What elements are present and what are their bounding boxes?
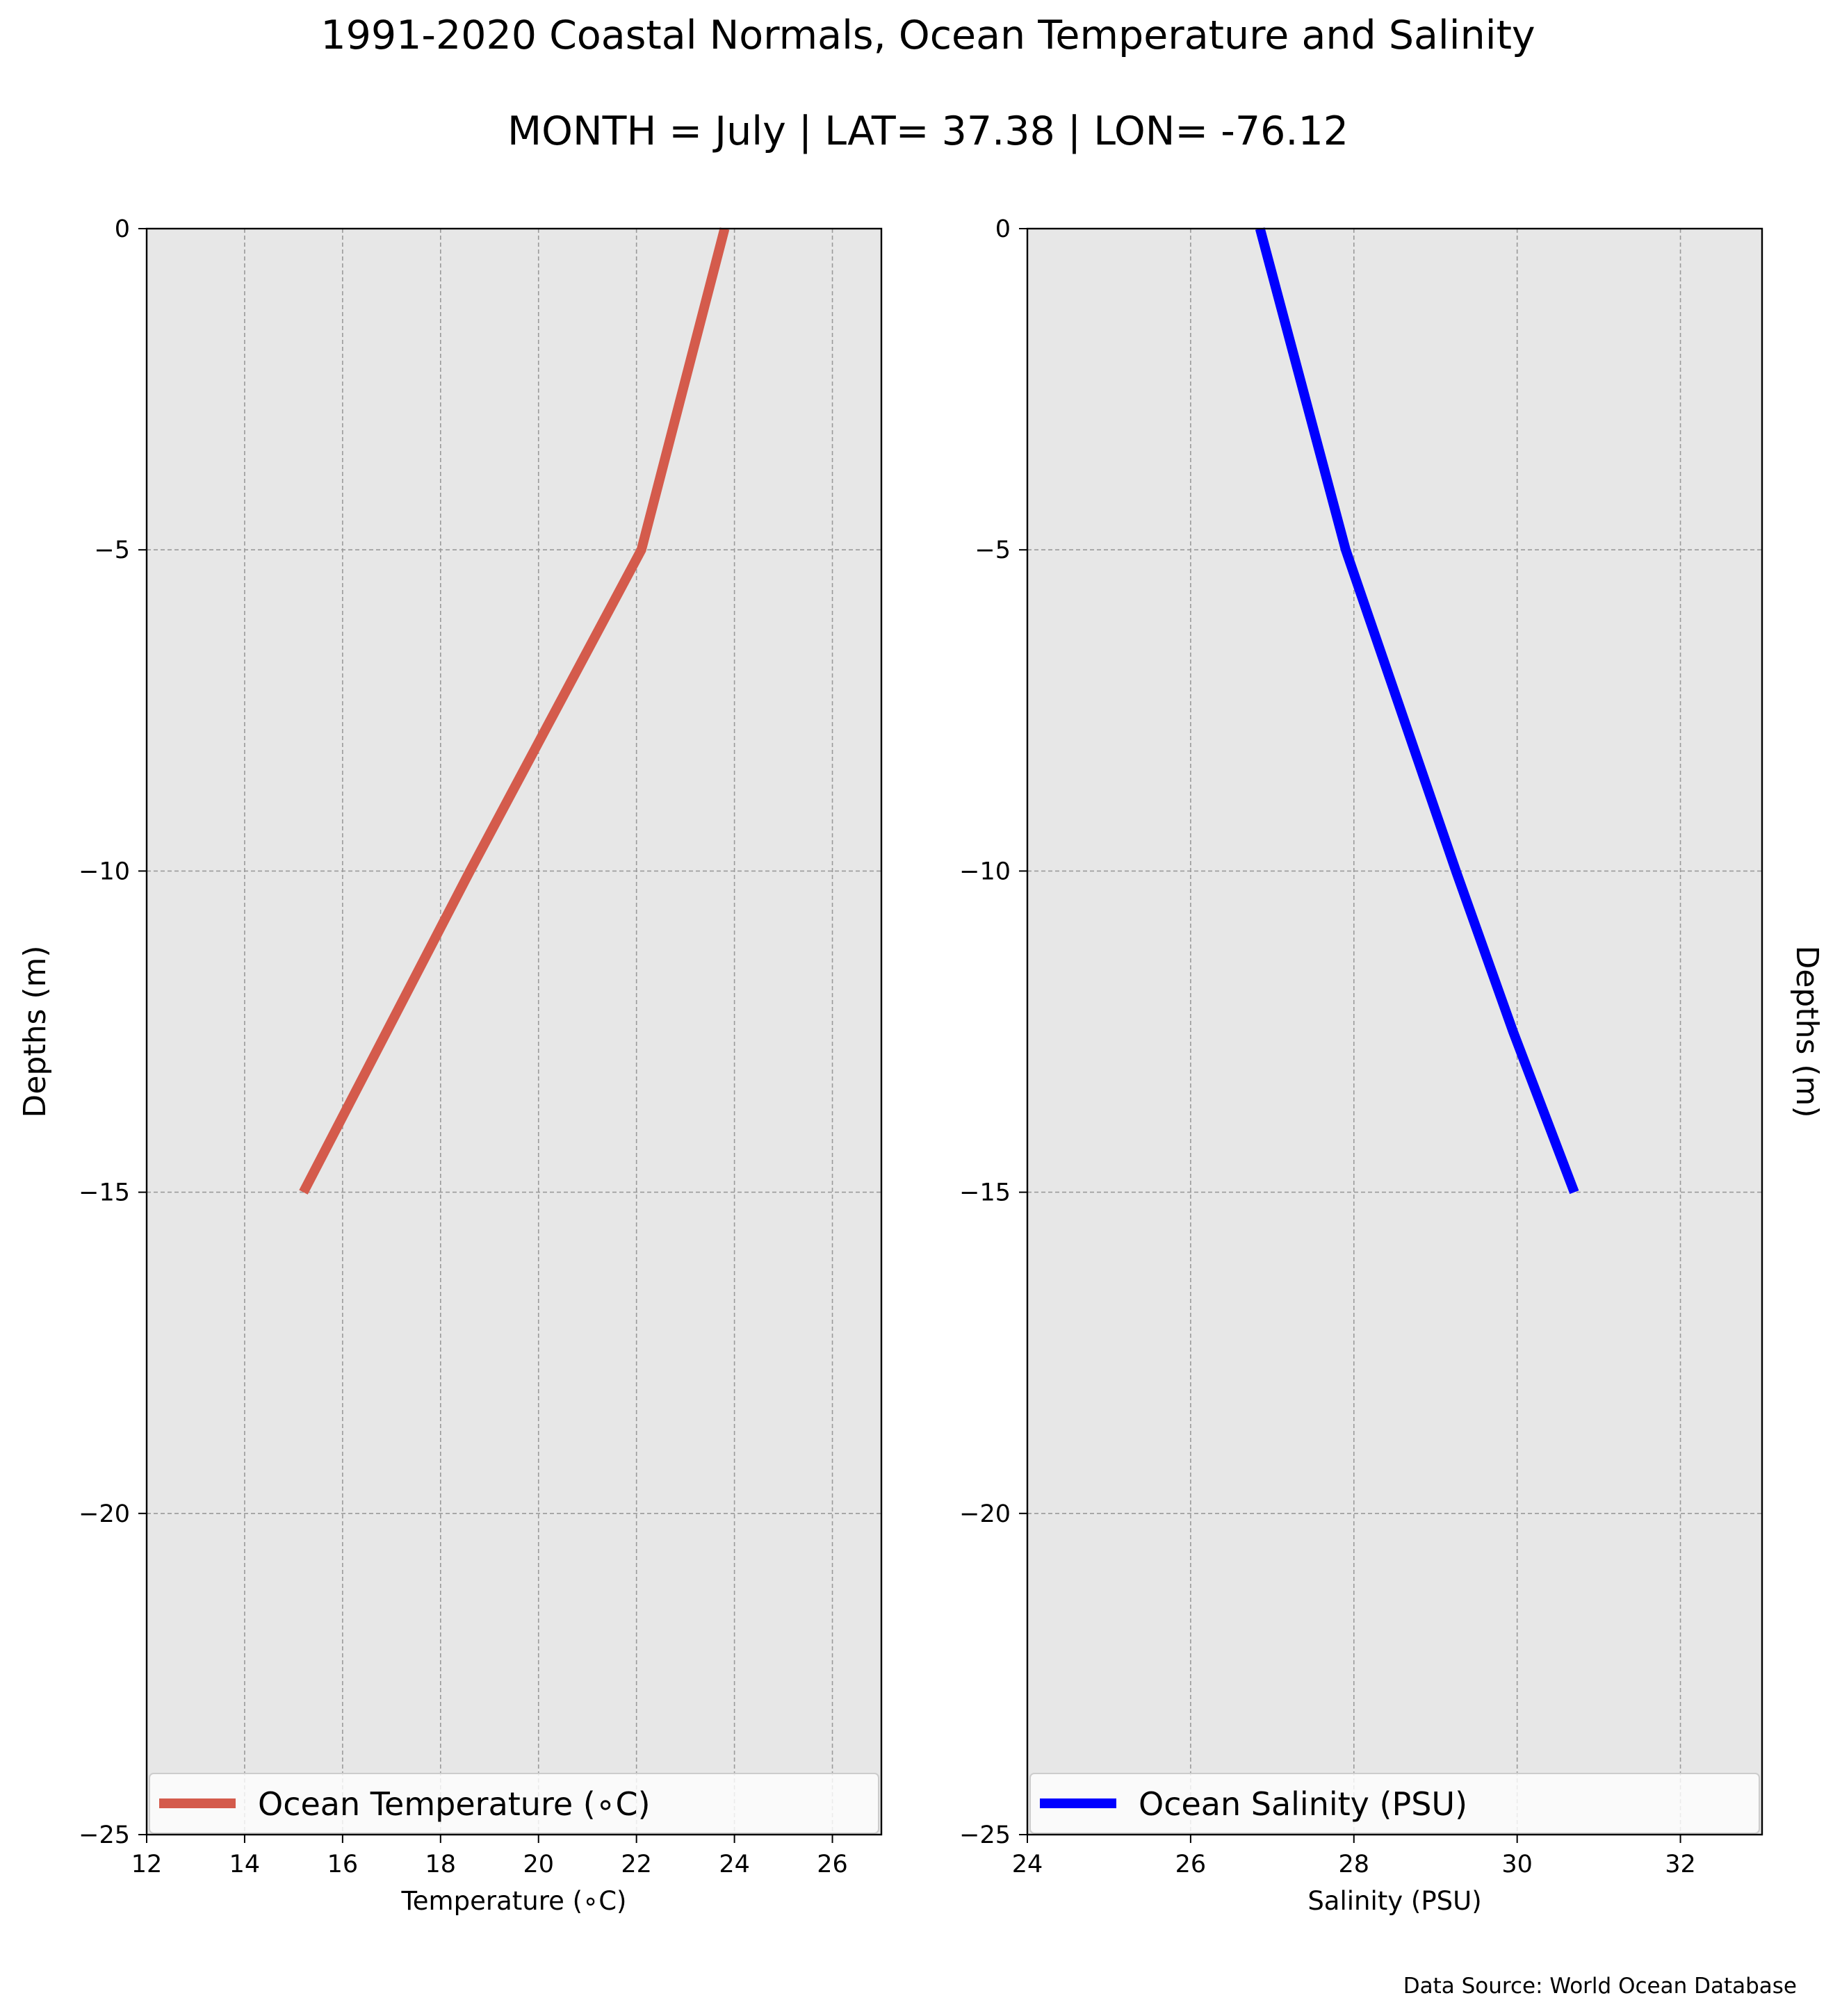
temperature-x-tick-label: 24 (719, 1851, 750, 1878)
salinity-plot-area (1027, 229, 1762, 1835)
salinity-legend-label: Ocean Salinity (PSU) (1139, 1785, 1467, 1823)
temperature-y-tick-label: −15 (79, 1179, 130, 1207)
temperature-depth-panel: Ocean Temperature (∘C) 12 14 16 18 20 22 24 26 0 −… (17, 215, 883, 1916)
temperature-x-tick-label: 18 (425, 1851, 457, 1878)
temperature-x-tick-label: 26 (817, 1851, 848, 1878)
salinity-y-tick-label: −10 (959, 858, 1011, 885)
temperature-x-tick-label: 14 (229, 1851, 261, 1878)
salinity-y-tick-label: 0 (995, 215, 1011, 243)
temperature-x-tick-label: 20 (523, 1851, 554, 1878)
salinity-y-tick-label: −15 (959, 1179, 1011, 1207)
salinity-y-tick-label: −5 (975, 536, 1011, 564)
salinity-x-tick-label: 24 (1012, 1851, 1043, 1878)
temperature-legend (149, 1773, 879, 1834)
salinity-depth-panel: Ocean Salinity (PSU) 24 26 28 30 32 0 −5 −10 −15 −… (959, 215, 1825, 1916)
salinity-x-tick-label: 28 (1339, 1851, 1370, 1878)
figure-title: 1991-2020 Coastal Normals, Ocean Tempera… (320, 13, 1535, 58)
salinity-x-tick-label: 26 (1175, 1851, 1207, 1878)
salinity-y-tick-label: −20 (959, 1500, 1011, 1528)
temperature-x-tick-label: 12 (131, 1851, 163, 1878)
temperature-y-axis-label: Depths (m) (17, 945, 53, 1117)
salinity-profile-line (1255, 227, 1579, 1195)
salinity-axes-frame (1026, 227, 1763, 1836)
salinity-x-tick-label: 30 (1501, 1851, 1533, 1878)
temperature-profile-line (299, 227, 730, 1195)
temperature-x-tick-label: 16 (327, 1851, 359, 1878)
salinity-x-axis-label: Salinity (PSU) (1307, 1886, 1481, 1916)
salinity-y-axis-label: Depths (m) (1789, 945, 1825, 1117)
temperature-y-tick-label: −5 (94, 536, 130, 564)
figure-subtitle: MONTH = July | LAT= 37.38 | LON= -76.12 (507, 108, 1348, 154)
temperature-y-tick-label: −25 (79, 1821, 130, 1849)
temperature-x-tick-label: 22 (621, 1851, 652, 1878)
temperature-y-tick-label: −10 (79, 858, 130, 885)
temperature-y-tick-label: 0 (115, 215, 130, 243)
temperature-plot-area (147, 229, 881, 1835)
salinity-x-tick-label: 32 (1665, 1851, 1696, 1878)
salinity-legend (1029, 1773, 1760, 1834)
salinity-y-tick-label: −25 (959, 1821, 1011, 1849)
data-source-note: Data Source: World Ocean Database (1403, 1974, 1797, 1999)
temperature-y-tick-label: −20 (79, 1500, 130, 1528)
temperature-axes-frame (145, 227, 883, 1836)
temperature-legend-label: Ocean Temperature (∘C) (258, 1785, 651, 1823)
temperature-x-axis-label: Temperature (∘C) (400, 1886, 626, 1916)
